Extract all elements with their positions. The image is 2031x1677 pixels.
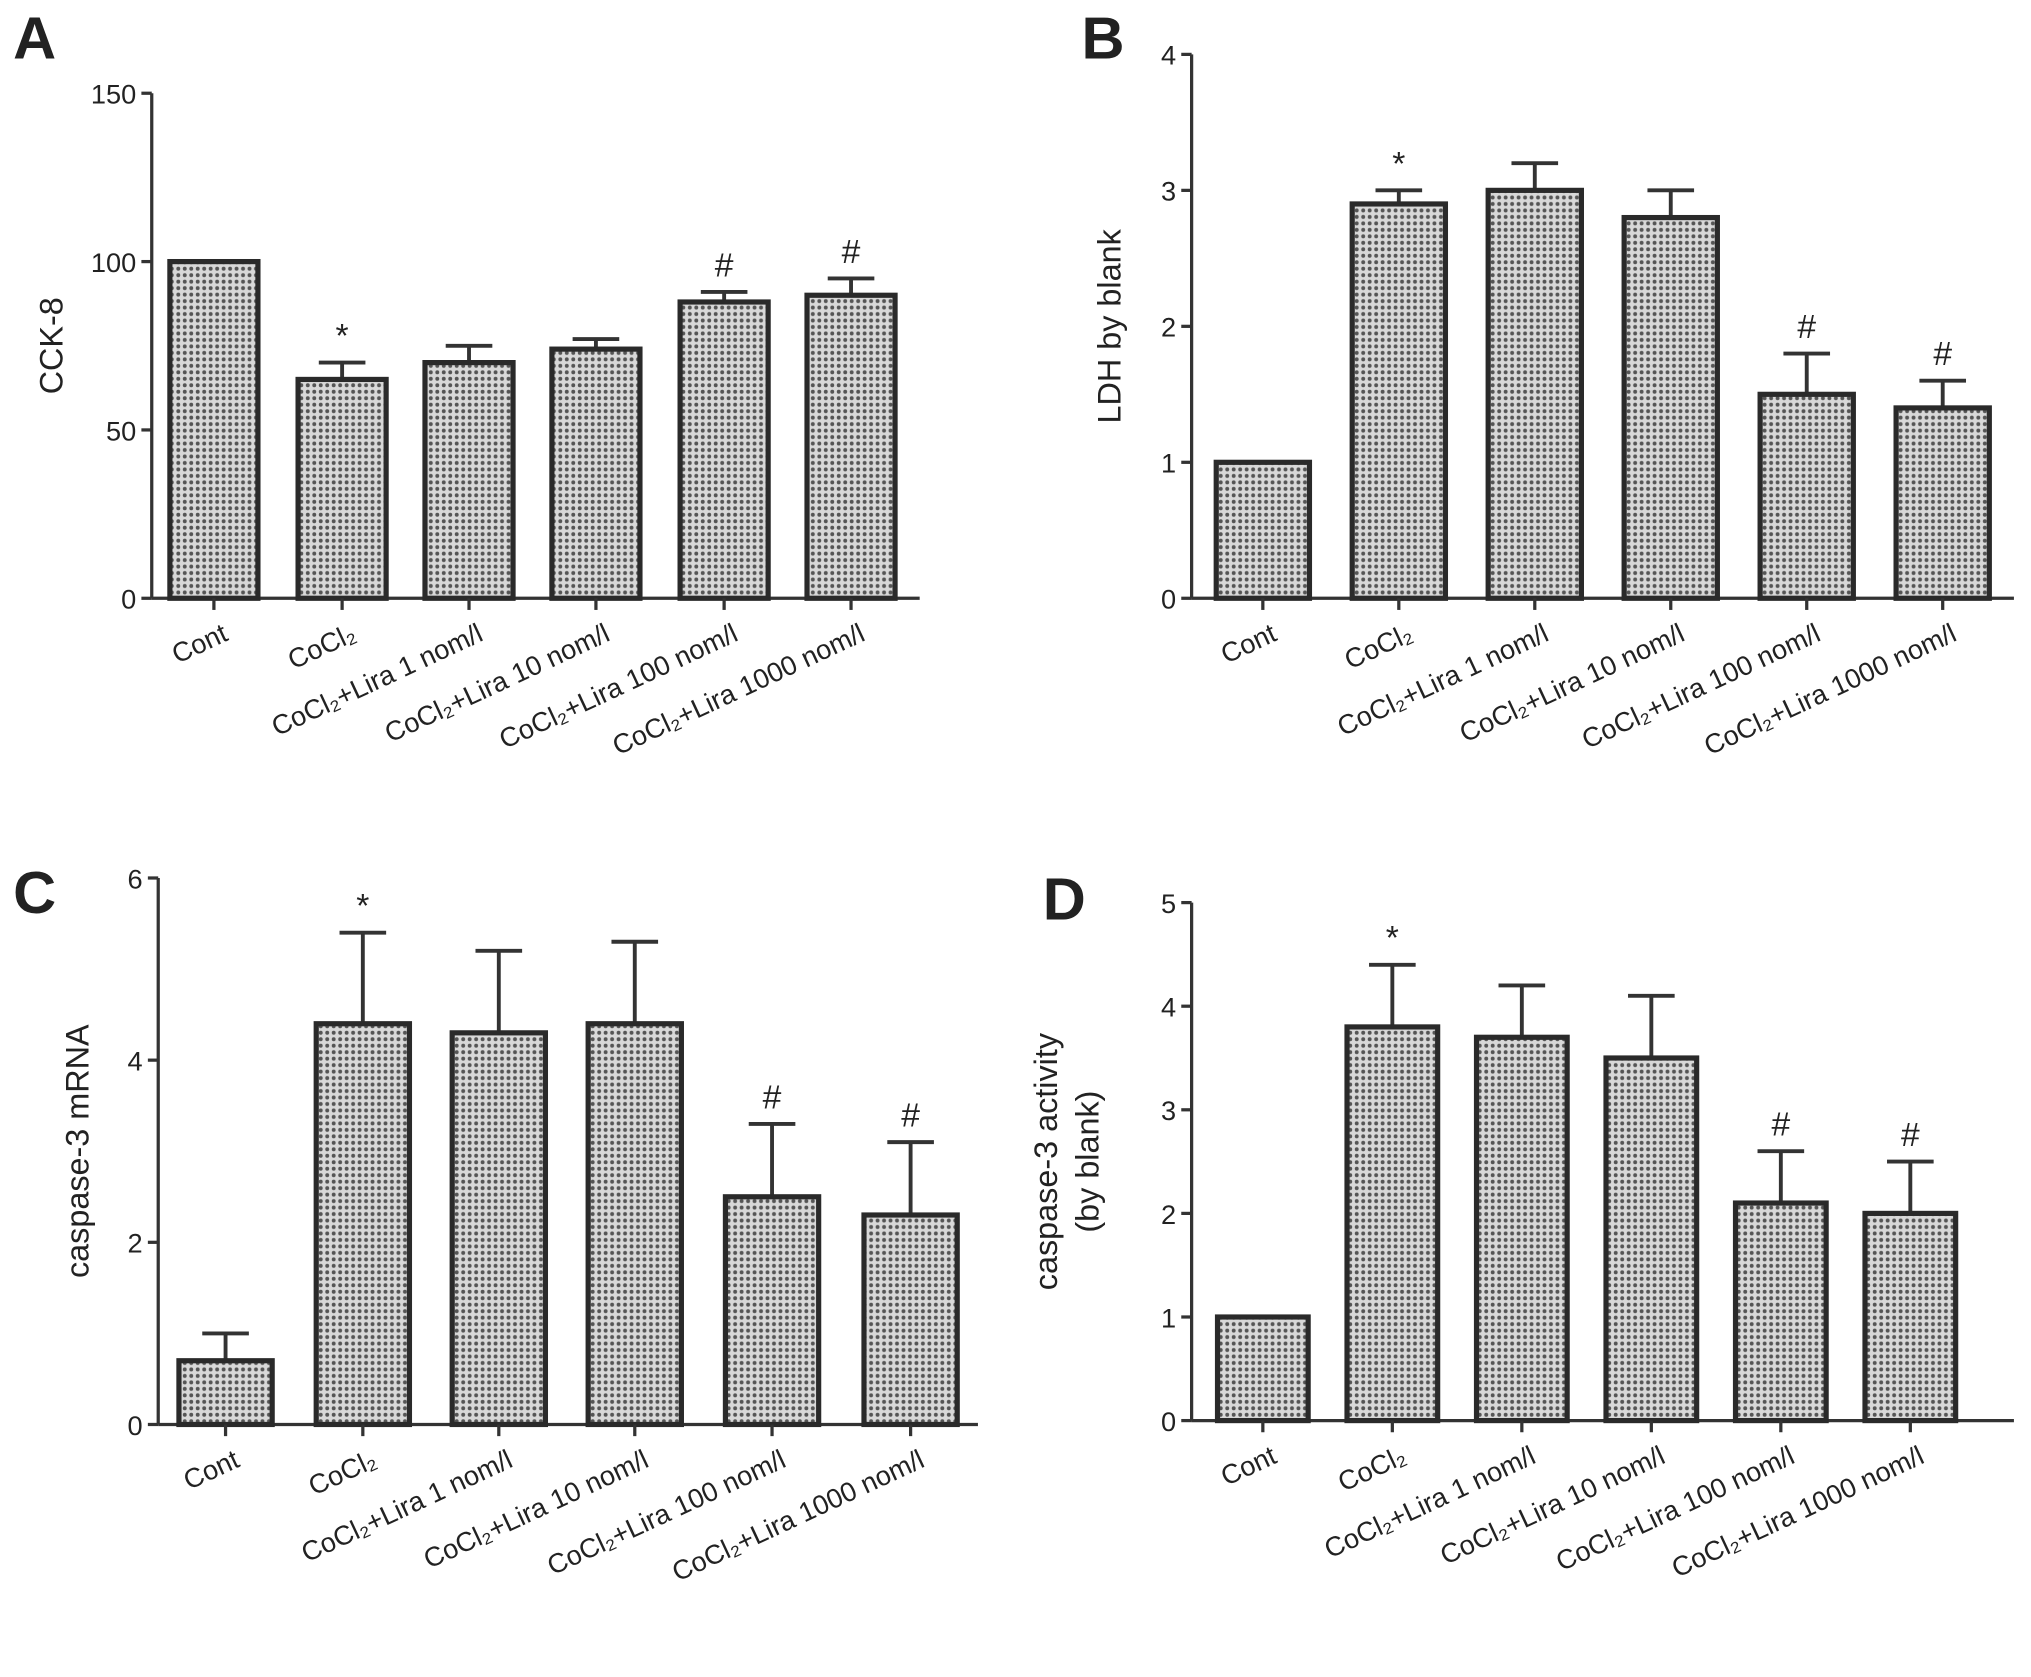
bar: [1603, 1055, 1700, 1424]
bar: [295, 376, 389, 601]
significance-marker: #: [1933, 336, 1952, 373]
bar: [585, 1021, 684, 1428]
y-axis-label: caspase-3 activity: [1028, 1032, 1064, 1290]
y-tick-label: 0: [1161, 1406, 1176, 1437]
x-tick-label: Cont: [1216, 1439, 1282, 1492]
y-tick-label: 4: [1161, 40, 1176, 71]
y-tick-label: 50: [106, 415, 136, 446]
y-tick-label: 0: [128, 1410, 143, 1441]
y-tick-label: 5: [1161, 888, 1176, 919]
bar: [722, 1194, 822, 1428]
significance-marker: #: [1797, 309, 1816, 346]
y-tick-label: 1: [1161, 448, 1176, 479]
bar: [1213, 459, 1313, 601]
significance-marker: #: [901, 1098, 920, 1135]
bar: [677, 299, 771, 601]
significance-marker: #: [842, 234, 861, 271]
bar: [1344, 1024, 1441, 1424]
significance-marker: *: [356, 888, 369, 925]
panel-label: D: [1043, 865, 1086, 932]
significance-marker: *: [1386, 920, 1399, 957]
x-tick-label: Cont: [178, 1443, 244, 1496]
bar: [1349, 201, 1449, 601]
bar: [861, 1212, 960, 1428]
significance-marker: #: [763, 1079, 782, 1116]
x-tick-label: CoCl₂+Lira 1 nom/l: [267, 617, 488, 742]
x-tick-label: CoCl₂: [1339, 617, 1416, 675]
x-tick-label: Cont: [1216, 617, 1282, 670]
panel-label: C: [13, 859, 56, 926]
bar: [549, 346, 643, 601]
significance-marker: *: [336, 318, 349, 355]
y-axis-label: caspase-3 mRNA: [59, 1024, 95, 1278]
y-tick-label: 150: [91, 79, 136, 110]
bar: [449, 1030, 549, 1428]
bar: [1485, 187, 1584, 601]
x-tick-label: CoCl₂+Lira 1000 nom/l: [1667, 1439, 1929, 1583]
x-tick-label: CoCl₂+Lira 10 nom/l: [1455, 617, 1689, 748]
bar: [167, 258, 261, 601]
y-tick-label: 2: [1161, 312, 1176, 343]
x-tick-label: Cont: [167, 617, 233, 670]
significance-marker: #: [715, 247, 734, 284]
y-tick-label: 3: [1161, 1095, 1176, 1126]
y-tick-label: 3: [1161, 176, 1176, 207]
y-tick-label: 0: [121, 584, 136, 615]
y-tick-label: 6: [128, 863, 143, 894]
bar: [176, 1358, 275, 1428]
y-tick-label: 0: [1161, 584, 1176, 615]
bar: [1862, 1210, 1959, 1424]
bar: [1732, 1200, 1829, 1424]
bar: [1473, 1034, 1570, 1424]
y-axis-label: CCK-8: [33, 297, 69, 394]
y-tick-label: 2: [1161, 1199, 1176, 1230]
y-tick-label: 1: [1161, 1302, 1176, 1333]
x-tick-label: CoCl₂+Lira 10 nom/l: [419, 1443, 653, 1574]
significance-marker: *: [1392, 146, 1405, 183]
y-tick-label: 4: [1161, 992, 1176, 1023]
y-tick-label: 4: [128, 1046, 143, 1077]
panel-label: A: [13, 4, 56, 71]
y-tick-label: 2: [128, 1228, 143, 1259]
y-tick-label: 100: [91, 247, 136, 278]
x-tick-label: CoCl₂: [1333, 1439, 1410, 1497]
panel-label: B: [1082, 4, 1125, 71]
bar: [1214, 1314, 1311, 1424]
x-tick-label: CoCl₂+Lira 1 nom/l: [1319, 1439, 1540, 1564]
y-axis-label: (by blank): [1069, 1091, 1105, 1233]
x-tick-label: CoCl₂+Lira 1000 nom/l: [1699, 617, 1961, 761]
panel-c: C 0 2 4 6 caspase-3 mRNA Cont * CoCl₂ CoCl₂+Lira …: [13, 859, 978, 1587]
bar: [1893, 405, 1992, 601]
bar: [1757, 391, 1856, 601]
panel-d: D 0 1 2 3 4 5 caspase-3 activity (by blank) Cont *…: [1028, 865, 2014, 1583]
x-tick-label: CoCl₂: [303, 1443, 380, 1501]
bar: [422, 360, 516, 601]
panel-b: B 0 1 2 3 4 LDH by blank Cont * CoCl₂ CoCl₂+Lira 1…: [1082, 4, 2014, 761]
bar: [1621, 214, 1720, 601]
significance-marker: #: [1771, 1107, 1790, 1144]
significance-marker: #: [1901, 1117, 1920, 1154]
bar: [804, 292, 898, 601]
x-tick-label: CoCl₂: [283, 617, 360, 675]
bar: [313, 1021, 413, 1428]
x-tick-label: CoCl₂+Lira 1000 nom/l: [667, 1443, 929, 1587]
y-axis-label: LDH by blank: [1091, 228, 1127, 423]
